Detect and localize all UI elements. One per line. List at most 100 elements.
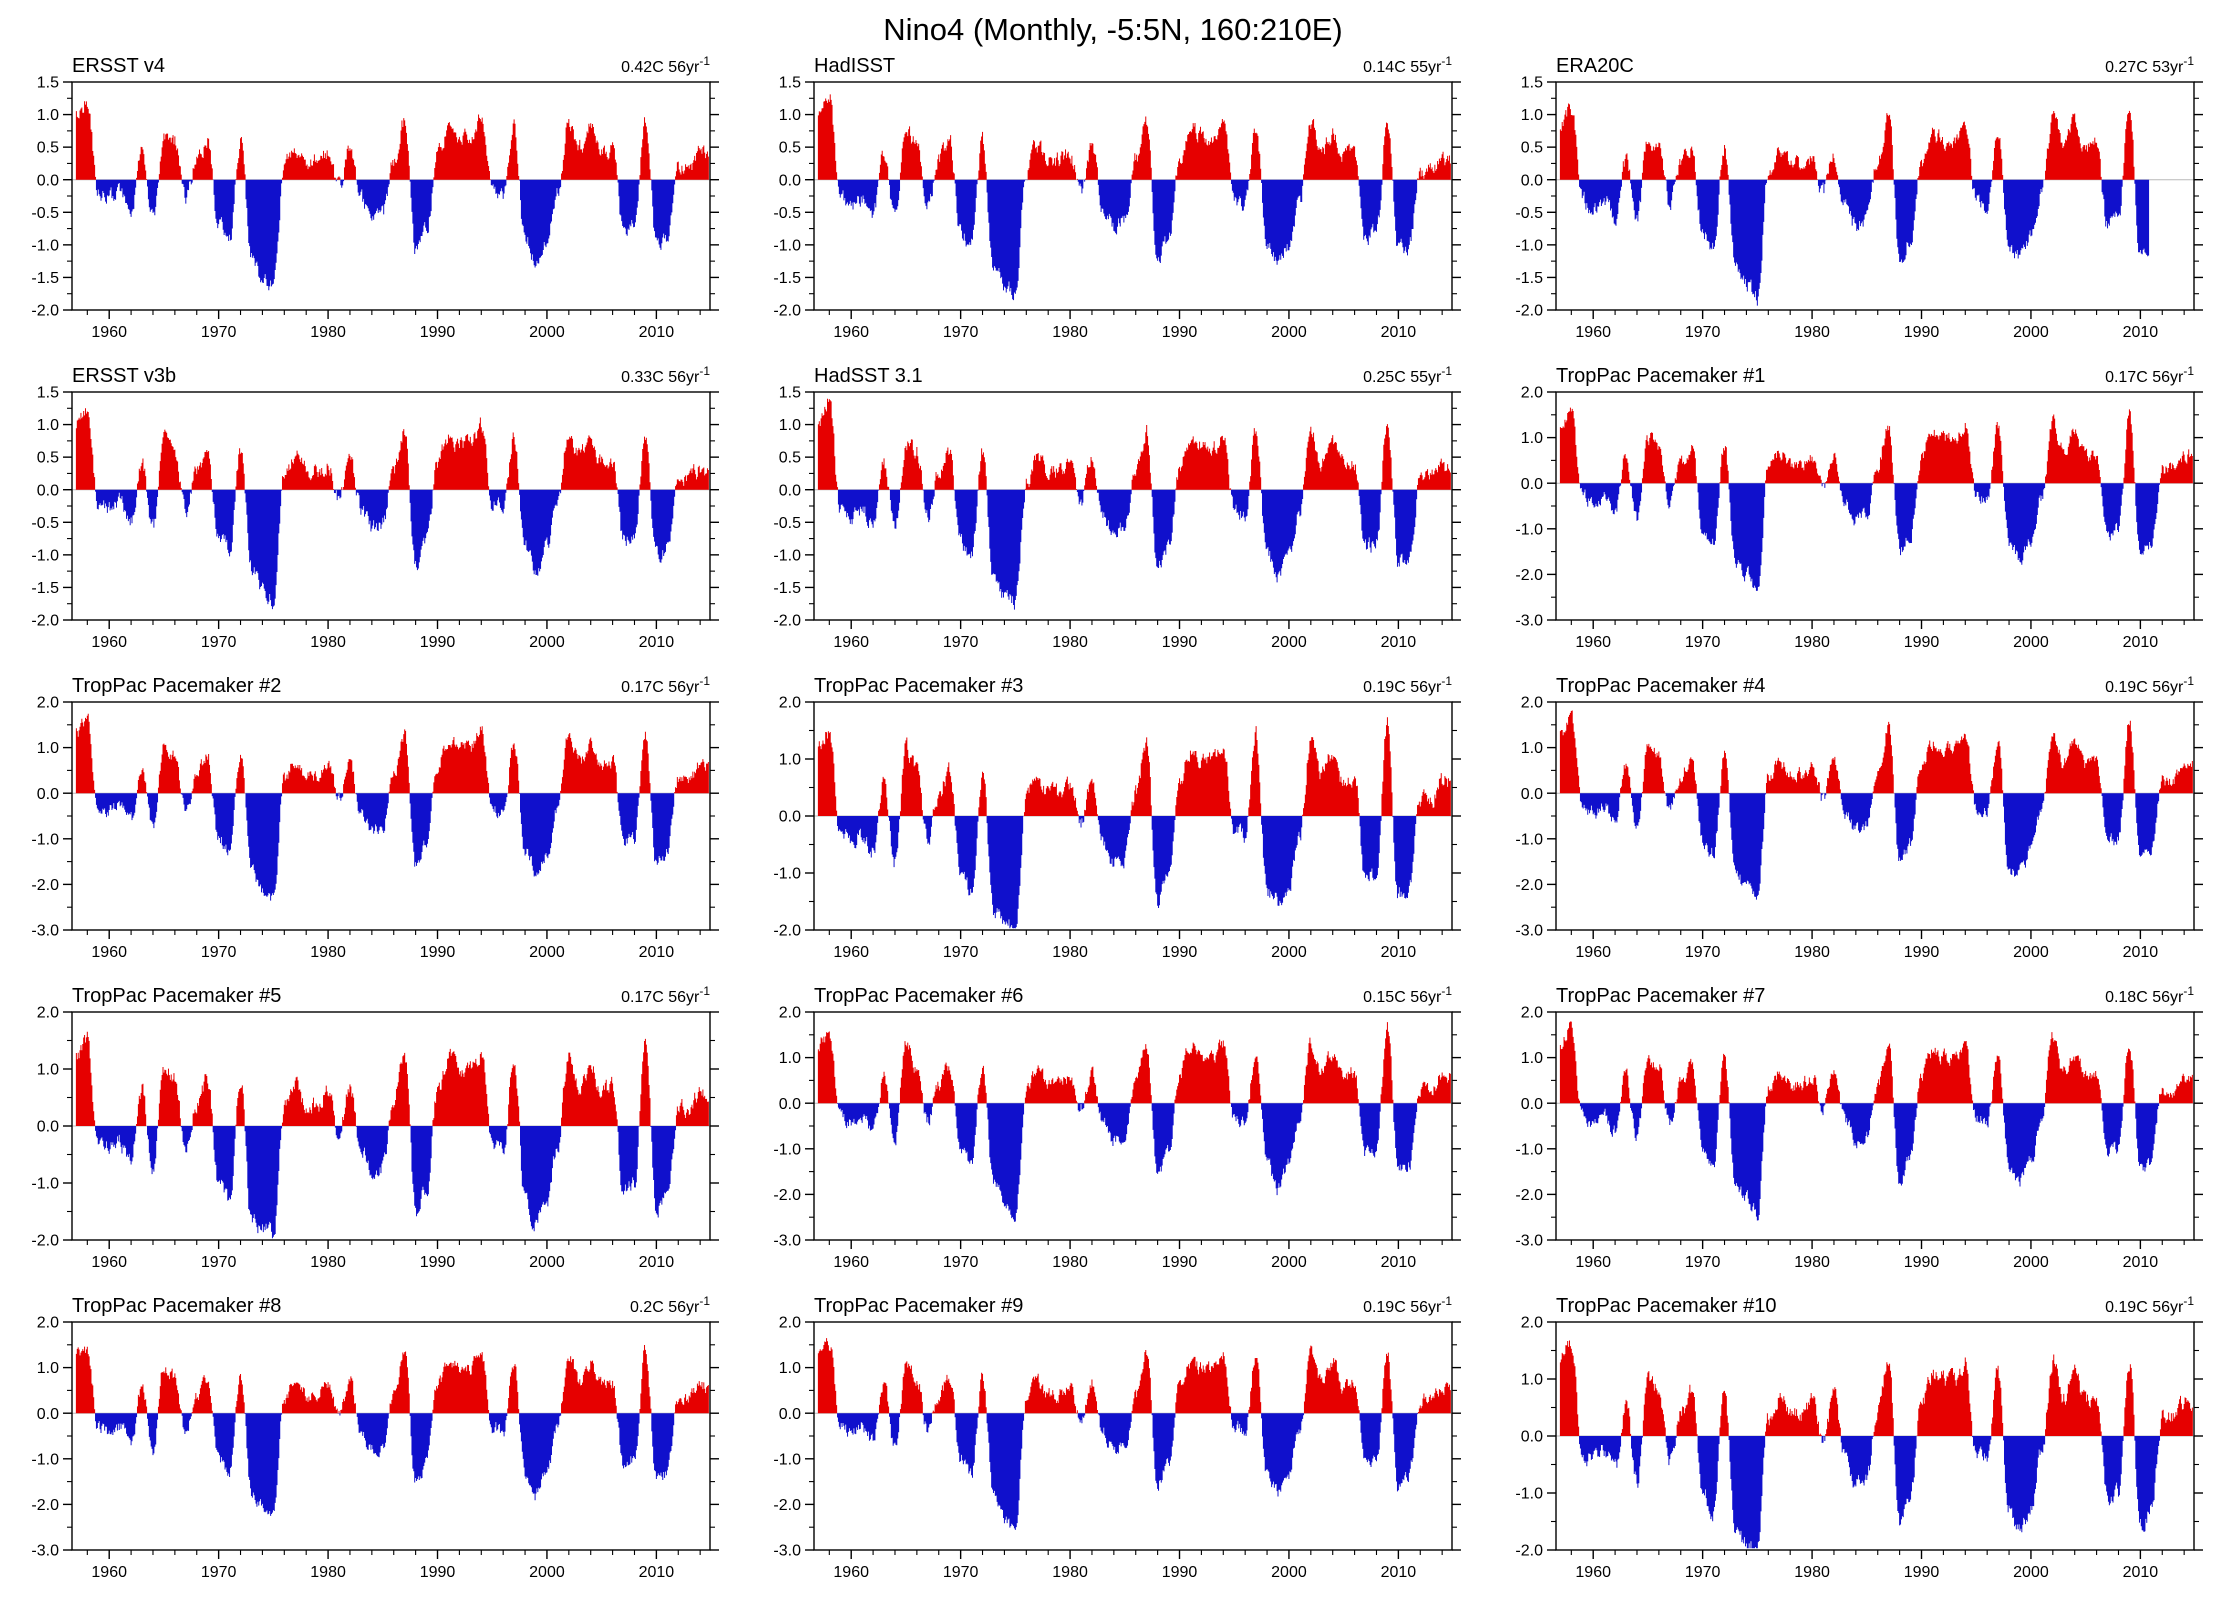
y-tick-label: -1.0 [31, 1176, 59, 1193]
x-tick-label: 1960 [833, 1254, 869, 1271]
x-tick-label: 2000 [529, 1254, 565, 1271]
x-tick-label: 2010 [639, 324, 675, 341]
y-tick-label: 0.5 [779, 450, 801, 467]
y-tick-label: 0.0 [779, 172, 801, 189]
chart-plot: TropPac Pacemaker #4 0.19C 56yr-1 2.0 1.0 0.… [1515, 674, 2203, 961]
y-tick-label: 0.5 [779, 140, 801, 157]
x-tick-label: 1990 [420, 1254, 456, 1271]
panel-title: ERSST v4 [72, 55, 165, 77]
y-tick-label: 2.0 [1521, 385, 1543, 402]
x-tick-label: 1970 [201, 634, 237, 651]
y-tick-label: 2.0 [37, 1005, 59, 1022]
y-tick-label: -1.5 [773, 580, 801, 597]
y-tick-label: -1.5 [773, 270, 801, 287]
panel-title: ERA20C [1556, 55, 1634, 77]
chart-plot: TropPac Pacemaker #9 0.19C 56yr-1 2.0 1.0 0.… [773, 1294, 1461, 1581]
y-tick-label: 1.0 [779, 107, 801, 124]
y-tick-label: -1.0 [773, 237, 801, 254]
panel-title: TropPac Pacemaker #8 [72, 1295, 281, 1317]
panel-trend-label: 0.42C 56yr-1 [621, 54, 710, 76]
y-tick-label: 0.0 [37, 1406, 59, 1423]
x-tick-label: 1960 [833, 324, 869, 341]
x-tick-label: 2010 [1381, 1254, 1417, 1271]
chart-panel-troppac-pacemaker-3: TropPac Pacemaker #3 0.19C 56yr-1 2.0 1.0 0.… [742, 672, 1484, 982]
y-tick-label: 0.0 [1521, 172, 1543, 189]
chart-grid: ERSST v4 0.42C 56yr-1 1.5 1.0 0.5 0.0 -0.5 -1.0… [0, 52, 2226, 1602]
y-tick-label: -2.0 [773, 613, 801, 630]
panel-trend-label: 0.15C 56yr-1 [1363, 984, 1452, 1006]
y-tick-label: 0.0 [779, 809, 801, 826]
x-tick-label: 2010 [639, 1564, 675, 1581]
x-tick-label: 1970 [943, 634, 979, 651]
x-tick-label: 2000 [1271, 1254, 1307, 1271]
x-tick-label: 1990 [1162, 324, 1198, 341]
panel-trend-label: 0.19C 56yr-1 [1363, 1294, 1452, 1316]
x-tick-label: 1990 [420, 634, 456, 651]
y-tick-label: -1.5 [31, 270, 59, 287]
x-tick-label: 1970 [1685, 634, 1721, 651]
y-tick-label: -3.0 [1515, 923, 1543, 940]
x-tick-label: 1960 [91, 944, 127, 961]
y-tick-label: 2.0 [779, 1005, 801, 1022]
y-tick-label: -1.0 [1515, 1141, 1543, 1158]
panel-trend-label: 0.17C 56yr-1 [2105, 364, 2194, 386]
chart-plot: TropPac Pacemaker #2 0.17C 56yr-1 2.0 1.0 0.… [31, 674, 719, 961]
x-tick-label: 1960 [833, 1564, 869, 1581]
chart-plot: TropPac Pacemaker #10 0.19C 56yr-1 2.0 1.0 0… [1515, 1294, 2203, 1581]
x-tick-label: 1970 [943, 324, 979, 341]
x-tick-label: 2000 [529, 324, 565, 341]
x-tick-label: 2010 [2123, 1254, 2159, 1271]
chart-plot: ERA20C 0.27C 53yr-1 1.5 1.0 0.5 0.0 -0.5 -1.0 -1… [1515, 54, 2203, 341]
y-tick-label: -1.0 [773, 1451, 801, 1468]
y-tick-label: 2.0 [1521, 695, 1543, 712]
chart-panel-troppac-pacemaker-1: TropPac Pacemaker #1 0.17C 56yr-1 2.0 1.0 0.… [1484, 362, 2226, 672]
x-tick-label: 2000 [2013, 324, 2049, 341]
x-tick-label: 2000 [1271, 634, 1307, 651]
y-tick-label: -3.0 [31, 923, 59, 940]
x-tick-label: 1960 [833, 944, 869, 961]
x-tick-label: 2010 [2123, 634, 2159, 651]
panel-trend-label: 0.33C 56yr-1 [621, 364, 710, 386]
x-tick-label: 2010 [1381, 1564, 1417, 1581]
panel-title: TropPac Pacemaker #4 [1556, 675, 1765, 697]
y-tick-label: 1.0 [37, 740, 59, 757]
chart-plot: ERSST v4 0.42C 56yr-1 1.5 1.0 0.5 0.0 -0.5 -1.0… [31, 54, 719, 341]
chart-panel-hadsst-3-1: HadSST 3.1 0.25C 55yr-1 1.5 1.0 0.5 0.0 -0.5 -1… [742, 362, 1484, 672]
panel-trend-label: 0.27C 53yr-1 [2105, 54, 2194, 76]
x-tick-label: 2010 [2123, 324, 2159, 341]
y-tick-label: 2.0 [37, 1315, 59, 1332]
panel-trend-label: 0.17C 56yr-1 [621, 674, 710, 696]
chart-plot: TropPac Pacemaker #3 0.19C 56yr-1 2.0 1.0 0.… [773, 674, 1461, 961]
y-tick-label: 2.0 [779, 1315, 801, 1332]
y-tick-label: 1.5 [37, 385, 59, 402]
y-tick-label: -2.0 [31, 877, 59, 894]
y-tick-label: 1.0 [37, 417, 59, 434]
x-tick-label: 1960 [1575, 324, 1611, 341]
x-tick-label: 2000 [1271, 944, 1307, 961]
x-tick-label: 1960 [1575, 1254, 1611, 1271]
x-tick-label: 1960 [91, 1564, 127, 1581]
x-tick-label: 1990 [1904, 1254, 1940, 1271]
y-tick-label: -3.0 [31, 1543, 59, 1560]
y-tick-label: -1.0 [1515, 1486, 1543, 1503]
x-tick-label: 1990 [1904, 634, 1940, 651]
chart-panel-ersst-v3b: ERSST v3b 0.33C 56yr-1 1.5 1.0 0.5 0.0 -0.5 -1.… [0, 362, 742, 672]
panel-title: TropPac Pacemaker #9 [814, 1295, 1023, 1317]
y-tick-label: -2.0 [773, 303, 801, 320]
y-tick-label: 1.0 [1521, 1050, 1543, 1067]
chart-plot: TropPac Pacemaker #5 0.17C 56yr-1 2.0 1.0 0.… [31, 984, 719, 1271]
x-tick-label: 2010 [639, 944, 675, 961]
y-tick-label: -1.0 [1515, 237, 1543, 254]
x-tick-label: 1970 [201, 1254, 237, 1271]
y-tick-label: -1.5 [1515, 270, 1543, 287]
x-tick-label: 1980 [1052, 634, 1088, 651]
y-tick-label: -2.0 [773, 923, 801, 940]
chart-plot: ERSST v3b 0.33C 56yr-1 1.5 1.0 0.5 0.0 -0.5 -1.… [31, 364, 719, 651]
x-tick-label: 1960 [91, 1254, 127, 1271]
x-tick-label: 2000 [529, 944, 565, 961]
x-tick-label: 1990 [1904, 944, 1940, 961]
x-tick-label: 2010 [2123, 1564, 2159, 1581]
y-tick-label: -2.0 [1515, 567, 1543, 584]
y-tick-label: -3.0 [1515, 613, 1543, 630]
chart-plot: HadISST 0.14C 55yr-1 1.5 1.0 0.5 0.0 -0.5 -1.0 -… [773, 54, 1461, 341]
